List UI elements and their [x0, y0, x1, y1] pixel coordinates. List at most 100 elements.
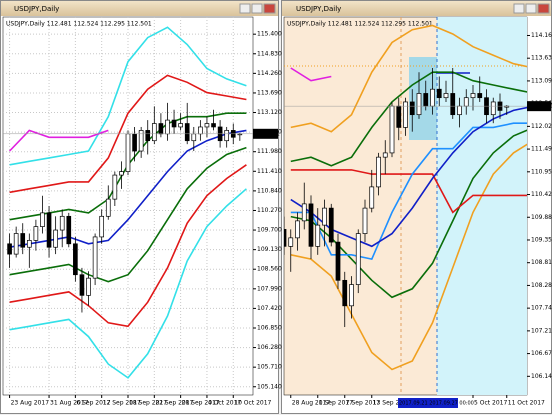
candle-body — [99, 215, 105, 238]
y-tick-label: 107.210 — [531, 327, 552, 334]
plot — [3, 17, 253, 395]
x-tick-label: 18 Sep 2017 — [129, 400, 167, 407]
y-tick-label: 113.630 — [531, 55, 552, 62]
candle-body — [382, 152, 388, 158]
candle-body — [105, 198, 111, 217]
minimize-button[interactable] — [239, 3, 251, 14]
candle-body — [151, 123, 157, 142]
candle-body — [396, 105, 402, 128]
candle-body — [204, 123, 210, 128]
y-tick-label: 109.700 — [257, 227, 282, 234]
candle-body — [463, 97, 469, 107]
candle-body — [13, 233, 19, 255]
candle-body — [409, 101, 415, 116]
candle-body — [211, 123, 216, 128]
candle-body — [403, 101, 408, 128]
last-price-box — [527, 101, 551, 112]
x-tick-label: 31 Aug 2017 — [50, 400, 89, 407]
candle-body — [26, 240, 32, 248]
indicator-line — [290, 122, 527, 261]
candle-body — [301, 203, 307, 222]
title-bar[interactable] — [1, 1, 278, 16]
candle-body — [457, 105, 462, 116]
candle-body — [430, 88, 435, 107]
x-tick-label: 13 Sep 2017 — [373, 400, 411, 407]
candle-body — [450, 93, 456, 116]
candle-body — [112, 174, 118, 200]
maximize-button[interactable] — [525, 3, 537, 14]
candle-body — [33, 226, 39, 241]
y-tick-label: 108.280 — [531, 282, 552, 289]
candle-body — [73, 243, 78, 276]
candle-body — [7, 243, 12, 255]
indicator-line — [9, 164, 247, 328]
x-tick-label: 7 Sep 2017 — [346, 400, 380, 407]
candle-body — [443, 93, 449, 99]
indicator-line — [290, 143, 527, 371]
y-tick-label: 109.130 — [257, 246, 282, 253]
indicator-line — [290, 71, 527, 167]
y-tick-label: 111.410 — [257, 168, 282, 175]
x-tick-label: 28 Aug 2017 — [292, 400, 331, 407]
candle-body — [184, 123, 190, 142]
candle-body — [20, 233, 26, 248]
x-tick-label: 1 Sep 2017 — [319, 400, 353, 407]
candle-body — [171, 119, 177, 128]
y-tick-label: 111.980 — [257, 148, 282, 155]
candle-body — [86, 277, 91, 296]
x-tick-label: 4 Oct 2017 — [208, 400, 241, 407]
y-tick-label: 107.420 — [257, 305, 282, 312]
candle-body — [53, 229, 58, 248]
indicator-line — [9, 26, 247, 166]
x-tick-label: 23 Aug 2017 — [11, 400, 50, 407]
candle-body — [66, 215, 72, 245]
candle-body — [191, 133, 197, 142]
candle-body — [119, 171, 124, 176]
candle-body — [477, 93, 483, 99]
cursor-label-box — [398, 398, 458, 408]
candle-body — [416, 93, 422, 116]
cursor-label: 2017.09.21 2017.09.27 00:00 — [399, 401, 474, 407]
candle-body — [79, 274, 85, 296]
chart-header: USDJPY,Daily 112.481 112.524 112.295 112… — [287, 21, 433, 28]
candle-body — [59, 215, 65, 231]
close-button[interactable] — [263, 3, 276, 14]
plot — [284, 24, 527, 371]
candle-body — [132, 133, 137, 152]
highlight-region — [437, 17, 527, 395]
window-title: USDJPY,Daily — [14, 5, 59, 13]
candle-body — [423, 93, 429, 107]
candle-body — [125, 133, 131, 172]
x-tick-label: 5 Oct 2017 — [474, 400, 507, 407]
candle-body — [342, 279, 348, 307]
chart-header: USDJPY,Daily 112.481 112.524 112.295 112… — [6, 21, 152, 28]
last-price-label: 112.501 — [255, 130, 280, 137]
candle-body — [436, 88, 442, 99]
indicator-line — [9, 188, 247, 379]
y-tick-label: 110.955 — [531, 168, 552, 175]
indicator-line — [9, 146, 247, 283]
candle-body — [178, 123, 183, 128]
window-title: USDJPY,Daily — [296, 5, 341, 13]
y-tick-label: 106.850 — [257, 324, 282, 331]
y-tick-label: 107.990 — [257, 285, 282, 292]
candle-body — [315, 224, 321, 247]
maximize-button[interactable] — [251, 3, 263, 14]
y-tick-label: 108.815 — [531, 259, 552, 266]
y-tick-label: 106.280 — [257, 344, 282, 351]
last-price-box — [253, 128, 278, 139]
candle-body — [138, 130, 144, 152]
title-bar[interactable] — [282, 1, 551, 16]
indicator-line — [290, 67, 332, 82]
last-price-label: 112.501 — [529, 103, 552, 110]
candle-body — [295, 220, 300, 239]
y-tick-label: 114.830 — [257, 50, 282, 57]
x-tick-label: 28 Sep 2017 — [182, 400, 220, 407]
y-tick-label: 113.095 — [531, 77, 552, 84]
candle-body — [40, 212, 45, 227]
y-tick-label: 112.025 — [531, 123, 552, 130]
y-tick-label: 114.165 — [531, 32, 552, 39]
close-button[interactable] — [537, 3, 550, 14]
minimize-button[interactable] — [513, 3, 525, 14]
